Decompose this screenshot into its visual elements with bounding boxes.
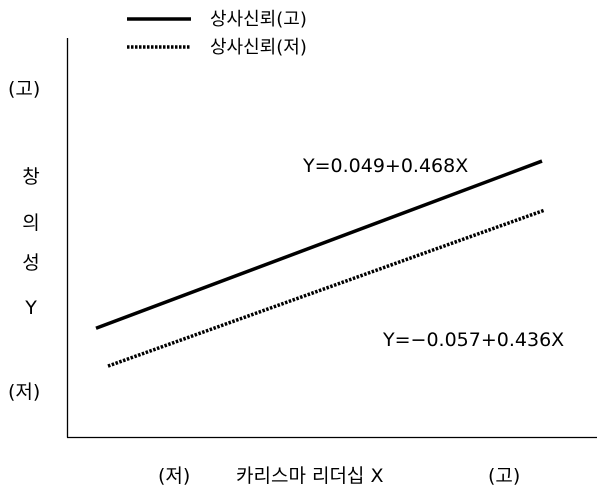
y-label-char-2: 의 xyxy=(22,212,39,234)
x-high-label: (고) xyxy=(488,465,520,487)
legend-label-low-trust: 상사신뢰(저) xyxy=(210,37,307,58)
series-line-low-trust xyxy=(107,208,545,368)
x-low-label: (저) xyxy=(158,465,190,487)
y-label-char-3: 성 xyxy=(22,252,39,274)
y-label-char-1: 창 xyxy=(22,166,39,188)
x-axis-label: 카리스마 리더십 X xyxy=(236,465,383,487)
equation-low-trust: Y=−0.057+0.436X xyxy=(382,329,564,351)
equation-high-trust: Y=0.049+0.468X xyxy=(302,155,468,177)
y-low-label: (저) xyxy=(8,381,40,403)
series-line-high-trust xyxy=(95,159,543,330)
legend-label-high-trust: 상사신뢰(고) xyxy=(210,9,307,30)
y-high-label: (고) xyxy=(8,78,40,100)
legend: 상사신뢰(고) 상사신뢰(저) xyxy=(127,9,307,58)
y-label-char-4: Y xyxy=(24,297,37,319)
